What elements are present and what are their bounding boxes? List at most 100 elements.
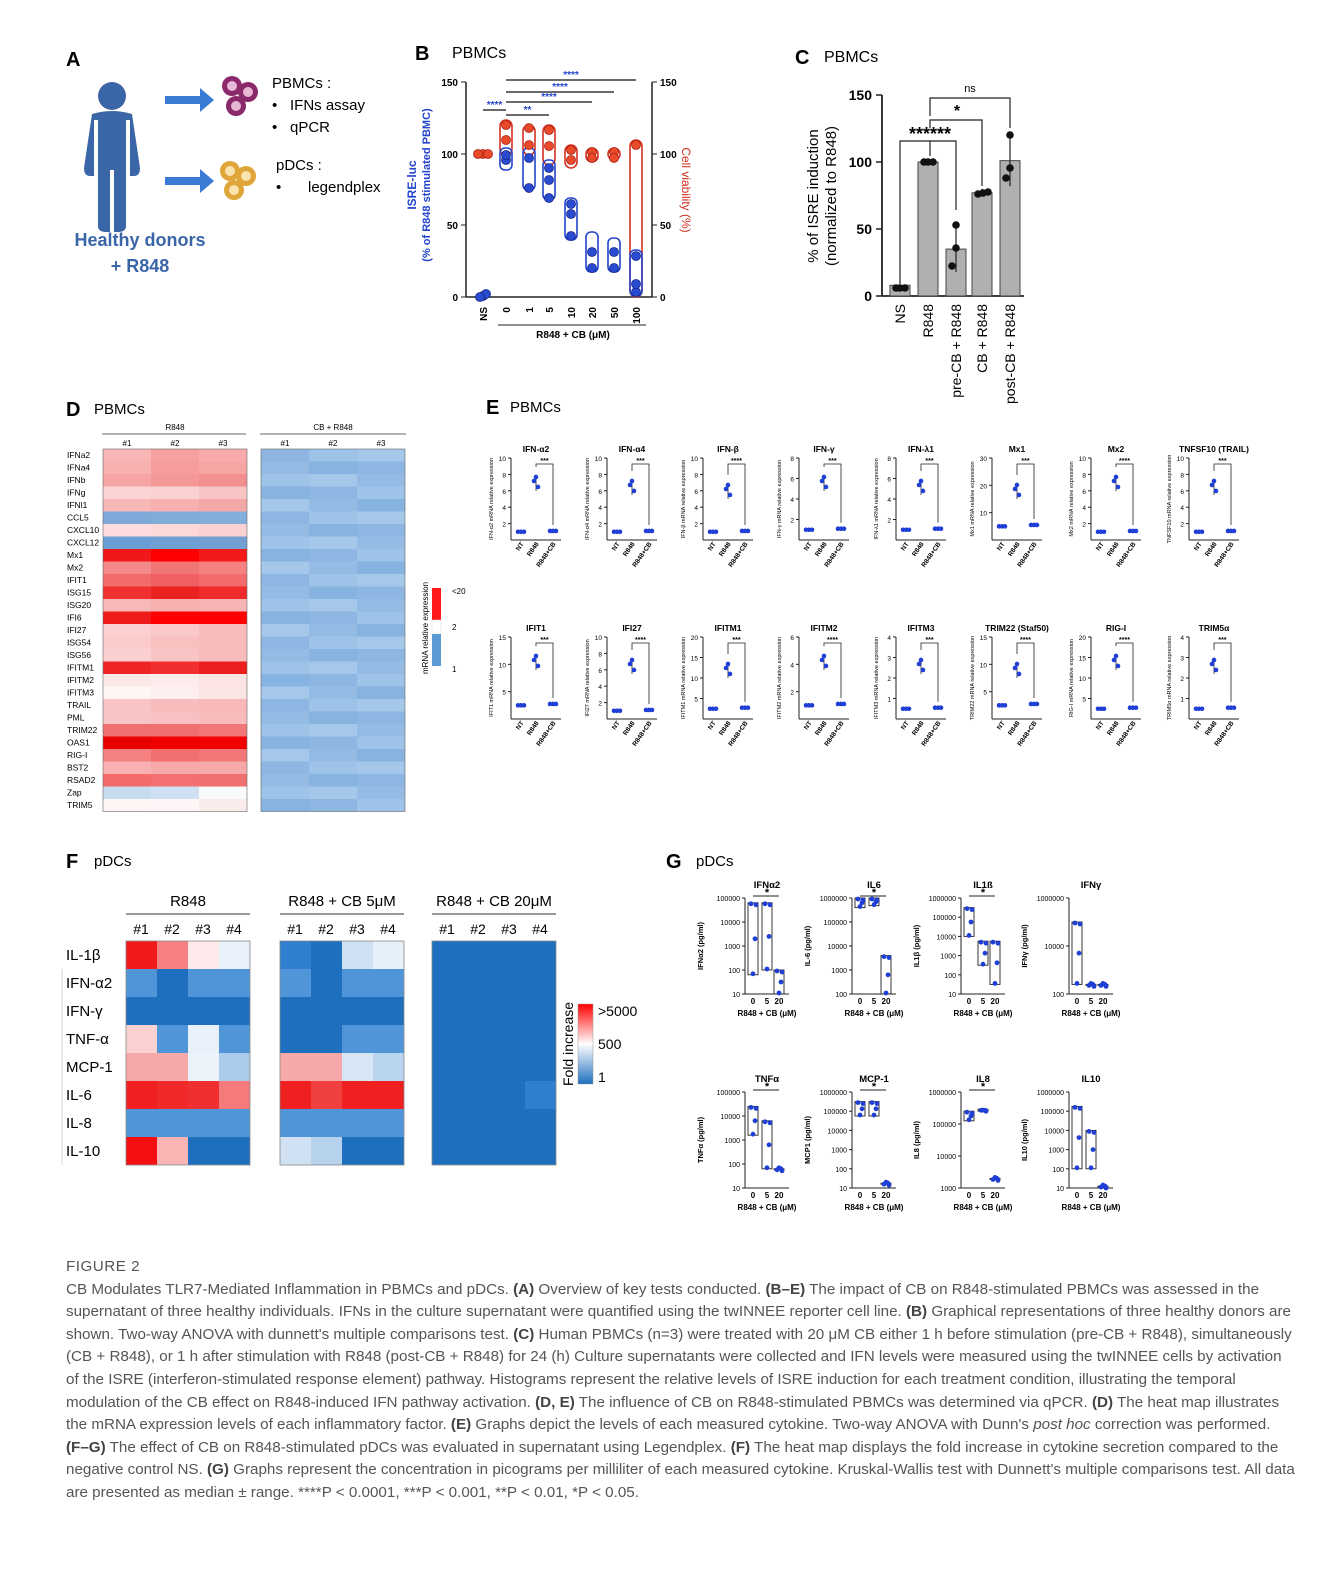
g-y-tick-label: 1000 bbox=[831, 1148, 847, 1155]
e-x-tick-label: R848 bbox=[911, 720, 926, 737]
e-y-tick-label: 8 bbox=[598, 472, 602, 479]
panel-b: B PBMCs 0 0 50 50 100 100 150 150 NS 0 1 5 10 20 50 100… bbox=[405, 43, 693, 341]
e-y-tick-label: 1 bbox=[1180, 697, 1184, 704]
d-cell-cb bbox=[261, 786, 309, 799]
e-plot-title: IFITM2 bbox=[811, 623, 838, 633]
d-cell-cb bbox=[309, 736, 357, 749]
d-cell-r848 bbox=[151, 661, 199, 674]
e-y-tick-label: 6 bbox=[694, 489, 698, 496]
g-x-tick-label: 20 bbox=[1099, 997, 1108, 1006]
e-plot-title: Mx2 bbox=[1108, 444, 1125, 454]
g-point bbox=[966, 933, 972, 938]
e-point bbox=[1199, 529, 1205, 535]
f-cell bbox=[525, 1025, 556, 1053]
e-y-tick-label: 10 bbox=[499, 662, 507, 669]
panel-a-label: A bbox=[66, 49, 80, 71]
f-cell bbox=[126, 1081, 157, 1109]
g-sig-label: * bbox=[765, 1081, 770, 1093]
d-cell-cb bbox=[309, 574, 357, 587]
e-point bbox=[629, 478, 635, 484]
f-cell bbox=[342, 1053, 373, 1081]
g-x-tick-label: 20 bbox=[1099, 1191, 1108, 1200]
f-cell bbox=[219, 941, 250, 969]
e-point bbox=[553, 701, 559, 707]
d-cell-cb bbox=[261, 536, 309, 549]
c-y-tick-label: 150 bbox=[849, 87, 873, 103]
g-y-axis-label: IFNα2 (pg/ml) bbox=[696, 922, 705, 970]
e-y-tick-label: 30 bbox=[980, 456, 988, 463]
b-category-label: 20 bbox=[588, 307, 599, 319]
c-point bbox=[952, 244, 960, 252]
f-col-label: #4 bbox=[380, 921, 396, 937]
g-point bbox=[857, 904, 863, 909]
f-group-label: R848 + CB 5μM bbox=[288, 893, 395, 910]
e-y-axis-label: Mx1 mRNA relative expression bbox=[970, 461, 976, 536]
e-y-tick-label: 4 bbox=[1180, 505, 1184, 512]
f-cell bbox=[126, 1109, 157, 1137]
f-cell bbox=[342, 1081, 373, 1109]
d-cell-r848 bbox=[199, 786, 247, 799]
e-x-tick-label: NT bbox=[996, 541, 1007, 552]
e-point bbox=[916, 661, 922, 667]
f-cell bbox=[463, 1025, 494, 1053]
g-point bbox=[860, 1101, 866, 1106]
d-cell-cb bbox=[357, 499, 405, 512]
d-cell-r848 bbox=[151, 736, 199, 749]
d-cell-cb bbox=[357, 699, 405, 712]
e-y-tick-label: 4 bbox=[887, 635, 891, 642]
g-point bbox=[992, 981, 998, 986]
g-point bbox=[857, 1112, 863, 1118]
b-viability-point bbox=[544, 125, 554, 135]
d-cell-r848 bbox=[151, 474, 199, 487]
d-cell-r848 bbox=[151, 724, 199, 737]
g-y-tick-label: 1000000 bbox=[1037, 896, 1064, 903]
d-cell-r848 bbox=[151, 711, 199, 724]
e-point bbox=[531, 478, 537, 484]
g-y-tick-label: 1000000 bbox=[820, 1090, 847, 1097]
e-point bbox=[725, 661, 731, 667]
e-sig-bracket bbox=[1213, 463, 1232, 525]
g-y-axis-label: MCP1 (pg/ml) bbox=[803, 1116, 812, 1164]
e-y-axis-label: IFN-α2 mRNA relative expression bbox=[489, 458, 495, 540]
d-cell-cb bbox=[309, 486, 357, 499]
f-cell bbox=[126, 969, 157, 997]
g-point bbox=[776, 990, 782, 996]
d-cell-r848 bbox=[199, 599, 247, 612]
pbmc-bullet-2: • bbox=[272, 119, 277, 136]
d-cell-r848 bbox=[151, 674, 199, 687]
g-point bbox=[995, 1178, 1001, 1183]
f-cell bbox=[342, 997, 373, 1025]
f-row-label: IL-6 bbox=[66, 1087, 92, 1104]
g-x-tick-label: 20 bbox=[882, 1191, 891, 1200]
e-point bbox=[823, 484, 829, 490]
e-y-tick-label: 8 bbox=[598, 651, 602, 658]
e-x-tick-label: R848 bbox=[526, 541, 541, 558]
e-y-tick-label: 10 bbox=[499, 456, 507, 463]
g-point bbox=[753, 902, 759, 908]
e-point bbox=[1016, 492, 1022, 498]
d-cell-cb bbox=[357, 486, 405, 499]
g-y-tick-label: 10000 bbox=[828, 944, 848, 951]
e-point bbox=[1012, 486, 1018, 492]
panel-d-legend-tick-1: <20 bbox=[452, 587, 466, 596]
e-y-tick-label: 10 bbox=[595, 635, 603, 642]
panel-f-legend-tick-2: 500 bbox=[598, 1036, 622, 1052]
b-viability-point bbox=[544, 141, 554, 151]
f-cell bbox=[126, 1025, 157, 1053]
g-y-tick-label: 100 bbox=[835, 1167, 847, 1174]
f-cell bbox=[311, 969, 342, 997]
d-cell-cb bbox=[309, 511, 357, 524]
c-bar bbox=[971, 192, 993, 297]
d-cell-r848 bbox=[199, 499, 247, 512]
d-cell-r848 bbox=[199, 736, 247, 749]
g-y-tick-label: 10000 bbox=[1045, 944, 1065, 951]
e-x-tick-label: NT bbox=[900, 720, 911, 731]
f-cell bbox=[157, 1025, 188, 1053]
panel-d-legend-title: mRNA relative expression bbox=[421, 582, 430, 674]
f-cell bbox=[126, 1053, 157, 1081]
e-sig-bracket bbox=[823, 642, 842, 698]
b-viability-point bbox=[524, 140, 534, 150]
d-col-label: #1 bbox=[281, 439, 290, 448]
f-cell bbox=[280, 941, 311, 969]
e-sig-label: *** bbox=[1218, 458, 1226, 465]
